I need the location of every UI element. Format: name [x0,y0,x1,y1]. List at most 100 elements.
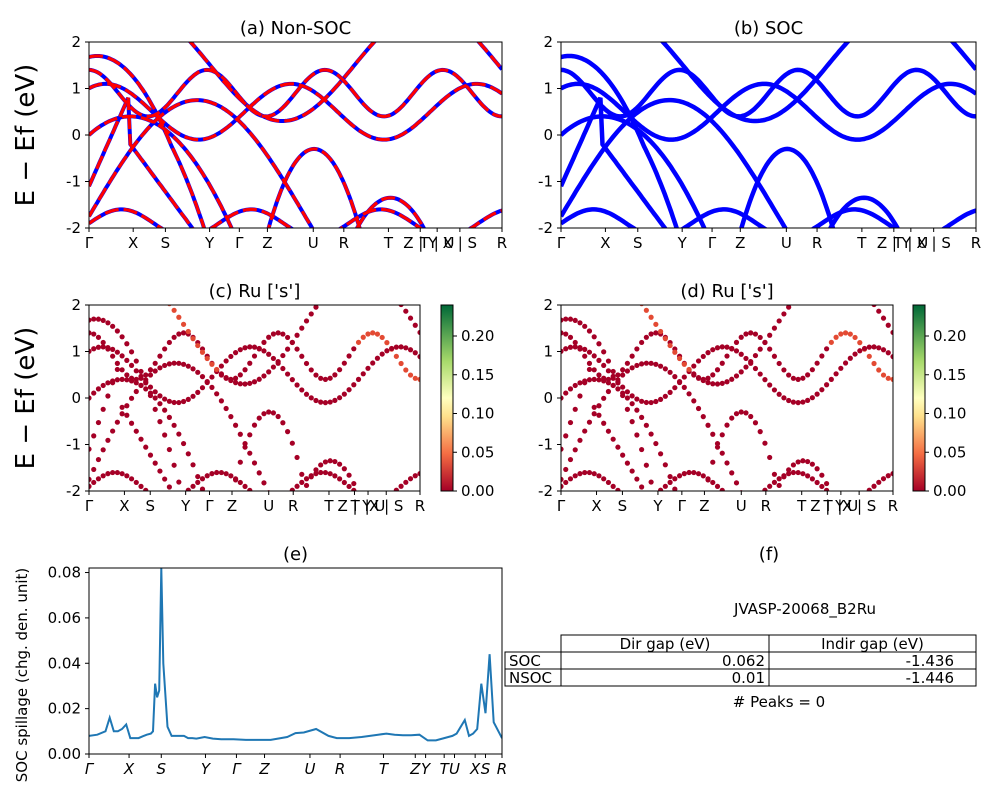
band-point [180,440,187,447]
band-point [719,450,725,456]
band-point [185,396,191,402]
band-point [242,440,248,447]
band-point [110,469,116,476]
band-point [681,384,687,390]
band-point [762,339,768,345]
band-point [629,468,635,474]
band-point [890,354,893,360]
y-tick-label: 0.08 [48,564,81,582]
band-point [577,471,583,477]
x-tick-label: T [856,234,867,252]
band-point [752,420,759,426]
band-point [610,436,616,442]
band-point [639,398,645,404]
band-point [128,362,135,369]
band-point [762,377,768,383]
x-tick-label: Γ [235,234,244,252]
band-point [819,353,825,359]
band-point [337,476,343,482]
band-point [232,476,239,482]
band-point [256,470,262,476]
band-point [700,414,706,420]
band-point [204,473,210,479]
x-tick-label: Y [201,760,212,778]
band-line [266,147,362,228]
x-tick-label: X [591,497,601,515]
band-point [143,444,149,450]
band-point [880,315,887,321]
band-point [147,384,154,390]
band-point [790,462,797,468]
band-point [247,432,253,438]
y-tick-label: 1 [543,80,553,98]
band-point [157,353,163,359]
x-tick-label: Z | Y [810,497,845,515]
table-header: Indir gap (eV) [821,635,924,653]
band-point [337,461,343,467]
x-tick-label: Y [421,760,432,778]
table-cell-value: -1.436 [906,652,954,670]
band-point [261,348,267,354]
x-tick-label: R [415,497,425,515]
band-point [572,382,578,389]
band-point [795,469,801,476]
band-point [417,354,420,360]
y-tick-label: 0.06 [48,609,81,627]
band-point [572,317,578,324]
band-point [214,366,220,373]
band-point [365,331,371,337]
x-tick-label: Z [735,234,745,252]
band-point [880,372,887,378]
band-point [185,451,191,457]
band-point [743,331,749,337]
band-point [795,459,801,465]
band-point [615,372,621,378]
band-point [275,358,281,365]
band-point [110,323,116,329]
band-point [318,399,324,405]
band-point [705,476,711,482]
band-point [180,398,187,405]
band-point [114,469,120,476]
x-tick-label: Γ [85,760,95,778]
band-point [355,339,362,345]
band-point [393,344,399,350]
band-point [577,393,583,399]
band-point [686,366,692,373]
band-point [596,473,602,479]
y-tick-label: 2 [71,296,81,314]
band-point [407,476,414,482]
band-point [133,479,139,486]
band-point [885,322,891,328]
band-line [89,68,502,119]
band-point [143,372,149,378]
band-point [176,479,182,485]
band-point [563,331,569,337]
colorbar-tick-label: 0.05 [461,443,494,461]
band-point [110,378,116,384]
band-point [232,380,239,386]
band-point [185,363,191,369]
band-line [89,97,195,228]
band-point [667,342,673,349]
band-point [814,479,820,486]
band-point [762,440,768,446]
band-point [299,325,305,331]
band-point [629,393,635,399]
band-point [89,348,92,354]
band-point [374,331,381,337]
band-point [786,471,792,477]
band-point [572,406,578,412]
band-point [648,331,654,337]
x-tick-label: X | S [443,234,477,252]
band-point [624,406,631,412]
band-point [417,471,420,477]
y-tick-label: -2 [538,482,553,500]
band-point [322,376,329,382]
x-tick-label: T | U [419,234,455,252]
band-point [89,317,92,323]
band-point [223,358,229,364]
band-point [620,372,626,378]
band-point [714,444,721,450]
band-point [147,367,154,373]
